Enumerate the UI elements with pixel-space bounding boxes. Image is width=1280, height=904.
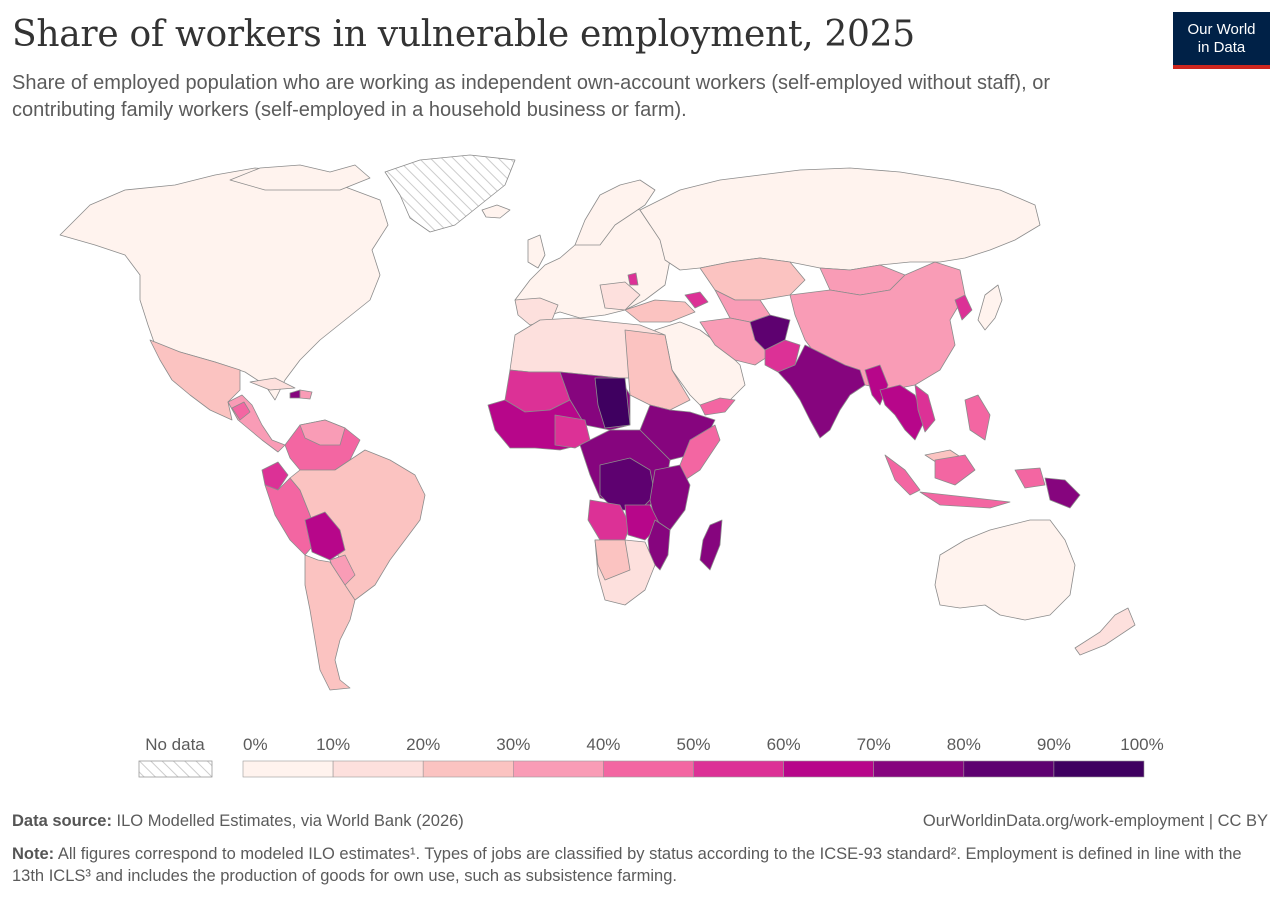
legend-bin[interactable] xyxy=(422,760,514,778)
region-venezuela[interactable] xyxy=(299,419,346,446)
data-source-label: Data source: xyxy=(12,812,112,830)
legend-no-data-swatch xyxy=(138,760,213,778)
region-east-africa[interactable] xyxy=(649,464,691,531)
legend-tick-label: 10% xyxy=(316,735,350,754)
logo-red-bar xyxy=(1173,65,1270,69)
legend-tick-label: 50% xyxy=(676,735,710,754)
logo-line-1: Our World xyxy=(1187,21,1256,38)
region-namibia-botswana[interactable] xyxy=(594,539,631,581)
region-korea[interactable] xyxy=(954,294,973,321)
region-dominican-republic[interactable] xyxy=(299,389,313,400)
page-title: Share of workers in vulnerable employmen… xyxy=(12,14,915,55)
region-mexico[interactable] xyxy=(149,339,241,421)
owid-logo[interactable]: Our World in Data xyxy=(1173,12,1270,69)
footnote-label: Note: xyxy=(12,845,55,863)
region-chad-dark[interactable] xyxy=(594,377,631,429)
region-southeast-asia[interactable] xyxy=(879,384,926,441)
region-australia[interactable] xyxy=(934,519,1076,621)
region-cuba[interactable] xyxy=(249,377,296,391)
legend-tick-label: 40% xyxy=(586,735,620,754)
legend-bin[interactable] xyxy=(783,760,874,778)
legend-tick-label: 70% xyxy=(857,735,891,754)
footnote: Note: All figures correspond to modeled … xyxy=(12,843,1262,887)
region-mozambique[interactable] xyxy=(647,519,671,571)
legend-bin[interactable] xyxy=(873,760,965,778)
region-vietnam[interactable] xyxy=(914,384,936,433)
legend-bins xyxy=(242,760,1145,778)
region-uk[interactable] xyxy=(527,234,546,269)
data-source: Data source: ILO Modelled Estimates, via… xyxy=(12,812,464,831)
legend-tick-label: 20% xyxy=(406,735,440,754)
region-egypt-sudan[interactable] xyxy=(624,329,691,411)
region-new-zealand[interactable] xyxy=(1074,607,1136,656)
region-ecuador[interactable] xyxy=(261,461,289,491)
region-philippines[interactable] xyxy=(964,394,991,441)
region-caucasus[interactable] xyxy=(684,291,709,309)
legend-bin[interactable] xyxy=(1053,760,1145,778)
region-haiti[interactable] xyxy=(289,389,301,399)
legend-tick-label: 30% xyxy=(496,735,530,754)
region-japan[interactable] xyxy=(977,284,1003,331)
legend-bin[interactable] xyxy=(242,760,334,778)
legend-tick-label: 90% xyxy=(1037,735,1071,754)
region-greenland[interactable] xyxy=(384,154,516,233)
region-yemen[interactable] xyxy=(699,397,736,416)
legend-no-data-label: No data xyxy=(145,735,205,754)
legend-tick-label: 80% xyxy=(947,735,981,754)
region-russia[interactable] xyxy=(639,167,1041,271)
color-legend: No data 0% 10% 20% 30% 40% 50% 60% 70% 80% 90% 100… xyxy=(138,735,1164,778)
footnote-text: All figures correspond to modeled ILO es… xyxy=(12,845,1242,885)
legend-bin[interactable] xyxy=(332,760,424,778)
region-drc[interactable] xyxy=(599,457,656,511)
legend-bin[interactable] xyxy=(693,760,784,778)
region-guatemala[interactable] xyxy=(231,401,251,421)
region-indonesia[interactable] xyxy=(884,454,1046,509)
page-subtitle: Share of employed population who are wor… xyxy=(12,72,1050,121)
region-bolivia[interactable] xyxy=(304,511,346,561)
legend-tick-label: 0% xyxy=(243,735,268,754)
legend-tick-label: 60% xyxy=(767,735,801,754)
logo-line-2: in Data xyxy=(1197,39,1246,56)
legend-bin[interactable] xyxy=(963,760,1055,778)
legend-bin[interactable] xyxy=(512,760,604,778)
region-turkey[interactable] xyxy=(624,299,696,323)
region-iceland[interactable] xyxy=(481,204,511,219)
region-arctic-islands[interactable] xyxy=(229,164,371,191)
region-scandinavia[interactable] xyxy=(574,179,656,246)
world-map[interactable] xyxy=(0,140,1280,700)
legend-bin[interactable] xyxy=(603,760,694,778)
data-source-text: ILO Modelled Estimates, via World Bank (… xyxy=(111,812,464,830)
legend-tick-label: 100% xyxy=(1120,735,1163,754)
region-madagascar[interactable] xyxy=(699,519,723,571)
region-papua-new-guinea[interactable] xyxy=(1044,477,1081,509)
region-north-america[interactable] xyxy=(59,167,389,401)
region-moldova[interactable] xyxy=(627,272,639,286)
region-india[interactable] xyxy=(777,344,866,439)
region-central-america[interactable] xyxy=(227,394,286,453)
region-balkans[interactable] xyxy=(599,281,641,311)
legend-ticks: 0% 10% 20% 30% 40% 50% 60% 70% 80% 90% 100% xyxy=(243,735,1164,754)
source-url-link[interactable]: OurWorldinData.org/work-employment | CC … xyxy=(922,812,1268,830)
region-argentina-chile[interactable] xyxy=(304,554,356,691)
